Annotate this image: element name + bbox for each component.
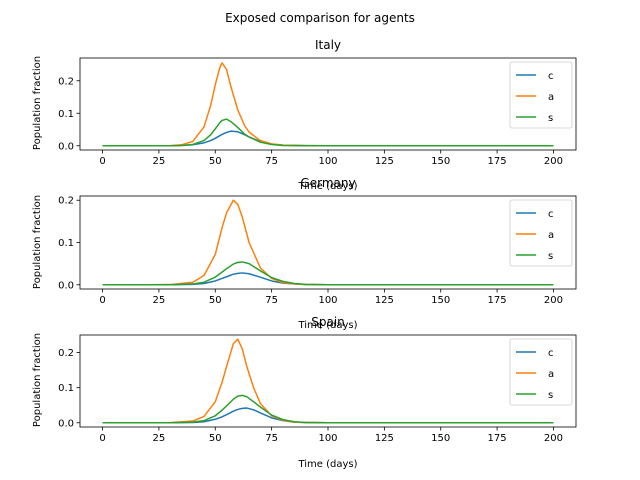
legend-box	[509, 338, 573, 406]
x-tick-label: 100	[318, 156, 337, 167]
y-tick-label: 0.2	[58, 348, 74, 359]
y-axis-label: Population fraction	[32, 56, 43, 150]
legend-label-s: s	[548, 390, 553, 401]
x-tick-label: 25	[153, 433, 166, 444]
y-tick-label: 0.0	[58, 280, 74, 291]
x-tick-label: 50	[209, 295, 222, 306]
series-line-a	[102, 199, 554, 286]
x-tick-label: 25	[153, 156, 166, 167]
legend-label-s: s	[548, 251, 553, 262]
subplot-title: Germany	[300, 176, 355, 190]
x-tick-label: 200	[544, 295, 563, 306]
y-tick-label: 0.0	[58, 418, 74, 429]
x-tick-label: 200	[544, 433, 563, 444]
legend-label-c: c	[548, 71, 554, 82]
y-tick-label: 0.1	[58, 109, 74, 120]
series-line-a	[102, 62, 554, 147]
y-tick-label: 0.1	[58, 238, 74, 249]
legend-label-c: c	[548, 348, 554, 359]
subplot-italy: Italy Population fraction Time (days) 0 2…	[32, 38, 577, 192]
x-tick-label: 75	[265, 433, 278, 444]
x-tick-label: 175	[488, 433, 507, 444]
series-line-a	[102, 338, 554, 424]
legend-label-c: c	[548, 209, 554, 220]
axes-frame	[79, 195, 577, 290]
subplot-title: Spain	[311, 315, 345, 329]
y-tick-label: 0.2	[58, 196, 74, 207]
subplot-title: Italy	[315, 38, 341, 52]
series-line-c	[102, 130, 554, 147]
subplot-spain: Spain Population fraction Time (days) 0 2…	[32, 315, 577, 470]
x-tick-label: 200	[544, 156, 563, 167]
legend-label-a: a	[548, 230, 554, 241]
x-tick-label: 75	[265, 295, 278, 306]
x-tick-label: 175	[488, 295, 507, 306]
y-tick-label: 0.0	[58, 141, 74, 152]
x-tick-label: 125	[375, 156, 394, 167]
x-tick-label: 150	[431, 433, 450, 444]
x-tick-label: 0	[99, 433, 105, 444]
axes-frame	[79, 57, 577, 151]
y-tick-label: 0.2	[58, 76, 74, 87]
legend-label-a: a	[548, 92, 554, 103]
series-line-c	[102, 407, 554, 424]
x-tick-label: 75	[265, 156, 278, 167]
legend-box	[509, 199, 573, 267]
x-tick-label: 150	[431, 295, 450, 306]
x-tick-label: 100	[318, 295, 337, 306]
series-line-s	[102, 118, 554, 147]
x-axis-label: Time (days)	[297, 181, 357, 192]
y-axis-label: Population fraction	[32, 333, 43, 427]
x-tick-label: 50	[209, 156, 222, 167]
x-tick-label: 125	[375, 295, 394, 306]
legend-box	[509, 61, 573, 129]
series-line-s	[102, 394, 554, 424]
x-tick-label: 0	[99, 156, 105, 167]
figure-title: Exposed comparison for agents	[225, 11, 415, 25]
series-line-c	[102, 272, 554, 286]
x-axis-label: Time (days)	[297, 320, 357, 331]
x-axis-label: Time (days)	[297, 459, 357, 470]
x-tick-label: 0	[99, 295, 105, 306]
x-tick-label: 50	[209, 433, 222, 444]
series-line-s	[102, 261, 554, 286]
x-tick-label: 125	[375, 433, 394, 444]
legend-label-s: s	[548, 113, 553, 124]
y-tick-label: 0.1	[58, 383, 74, 394]
subplot-germany: Germany Population fraction Time (days) …	[32, 176, 577, 331]
axes-frame	[79, 334, 577, 428]
x-tick-label: 100	[318, 433, 337, 444]
legend-label-a: a	[548, 369, 554, 380]
x-tick-label: 150	[431, 156, 450, 167]
x-tick-label: 25	[153, 295, 166, 306]
x-tick-label: 175	[488, 156, 507, 167]
y-axis-label: Population fraction	[32, 195, 43, 289]
